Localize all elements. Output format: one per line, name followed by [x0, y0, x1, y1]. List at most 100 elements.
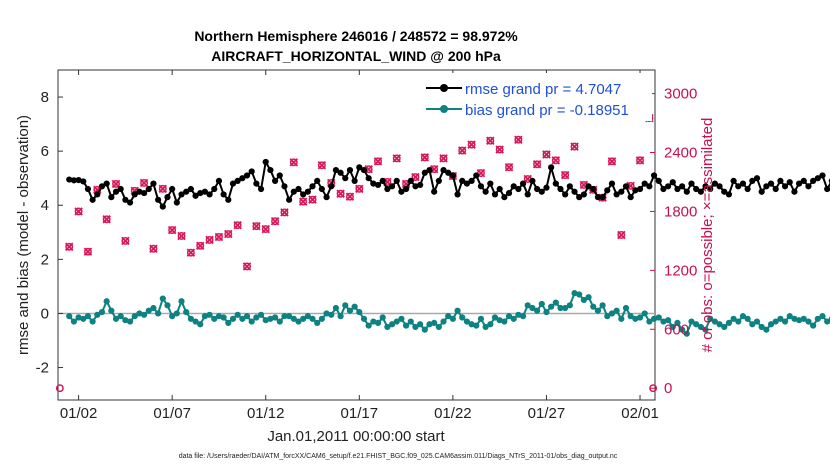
- bias-point: [721, 323, 728, 331]
- obs-possible-point: [542, 150, 551, 159]
- obs-assimilated-point: [298, 197, 308, 206]
- obs-assimilated-point: [373, 157, 383, 166]
- bias-point: [594, 307, 602, 314]
- rmse-point: [201, 188, 209, 195]
- rmse-point: [749, 177, 756, 185]
- rmse-point: [276, 172, 283, 179]
- obs-assimilated-point: [158, 184, 168, 194]
- rmse-point: [220, 191, 227, 198]
- rmse-point: [796, 180, 803, 187]
- obs-possible-point: [617, 231, 626, 239]
- obs-assimilated-point: [139, 178, 149, 188]
- obs-assimilated-point: [186, 248, 196, 257]
- rmse-point: [753, 175, 761, 182]
- obs-possible-point: [252, 222, 261, 231]
- obs-assimilated-point: [233, 220, 242, 230]
- bias-point: [482, 323, 489, 331]
- rmse-point: [646, 183, 653, 190]
- bias-point: [309, 315, 316, 322]
- rmse-point: [730, 177, 737, 185]
- bias-point: [234, 311, 241, 318]
- bias-point: [487, 321, 494, 328]
- rmse-point: [608, 180, 616, 187]
- bias-point: [112, 315, 120, 322]
- rmse-point: [660, 185, 667, 193]
- bias-point: [711, 318, 718, 325]
- obs-assimilated-point: [242, 262, 252, 271]
- rmse-point: [800, 177, 807, 185]
- rmse-point: [758, 188, 765, 195]
- obs-count-series: [55, 113, 658, 393]
- rmse-point: [309, 183, 316, 190]
- obs-possible-point: [289, 158, 298, 167]
- bias-point: [421, 326, 428, 333]
- legend: rmse grand pr = 4.7047 bias grand pr = -…: [424, 73, 652, 121]
- rmse-point: [187, 185, 194, 193]
- bias-point: [529, 304, 536, 312]
- rmse-point: [566, 183, 573, 190]
- rmse-point: [178, 191, 185, 198]
- rmse-point: [477, 183, 485, 190]
- rmse-point: [169, 185, 176, 193]
- bias-point: [122, 317, 129, 324]
- chart-subtitle: AIRCRAFT_HORIZONTAL_WIND @ 200 hPa: [211, 48, 501, 64]
- bias-point: [505, 313, 513, 320]
- obs-assimilated-point: [261, 224, 270, 234]
- bias-point: [552, 299, 559, 306]
- obs-assimilated-point: [570, 142, 579, 151]
- bias-point: [814, 315, 821, 322]
- y-right-tick-label: 0: [664, 380, 672, 397]
- obs-assimilated-point: [542, 150, 551, 159]
- rmse-point: [702, 183, 709, 190]
- obs-possible-point: [420, 153, 429, 162]
- x-tick-label: 01/27: [528, 405, 566, 422]
- bias-point: [477, 315, 485, 322]
- bias-point: [562, 304, 569, 312]
- obs-possible-point: [551, 156, 560, 165]
- bias-point: [178, 298, 185, 305]
- obs-possible-point: [177, 232, 186, 240]
- obs-possible-point: [570, 142, 579, 151]
- rmse-point: [711, 180, 718, 187]
- rmse-point: [669, 179, 676, 186]
- rmse-point: [594, 194, 602, 201]
- bias-point: [777, 315, 784, 322]
- rmse-point: [136, 188, 143, 195]
- x-tick-label: 01/07: [153, 405, 191, 422]
- bias-point: [332, 304, 340, 312]
- bias-point: [763, 326, 770, 333]
- rmse-point: [548, 164, 555, 171]
- bias-point: [98, 308, 106, 316]
- bias-point: [449, 315, 456, 322]
- obs-possible-point: [514, 135, 523, 144]
- bias-point: [370, 318, 377, 325]
- bias-point: [585, 294, 592, 301]
- rmse-point: [622, 183, 630, 190]
- rmse-point: [379, 177, 386, 185]
- rmse-point: [412, 183, 419, 190]
- bias-point: [725, 319, 733, 327]
- bias-point: [253, 314, 260, 321]
- rmse-point: [426, 166, 433, 174]
- obs-possible-point: [243, 262, 251, 271]
- bias-point: [819, 313, 826, 320]
- bias-point: [300, 315, 307, 322]
- x-tick-label: 01/12: [247, 405, 285, 422]
- rmse-point: [744, 185, 751, 193]
- bias-point: [356, 308, 363, 316]
- rmse-point: [215, 177, 223, 185]
- rmse-point: [80, 178, 87, 185]
- bias-point: [225, 319, 232, 327]
- rmse-point: [505, 189, 513, 197]
- bias-point: [800, 315, 807, 322]
- bias-point: [342, 302, 349, 309]
- bias-point: [730, 315, 737, 322]
- rmse-point: [735, 183, 742, 190]
- obs-possible-point: [168, 226, 177, 235]
- rmse-point: [777, 177, 784, 185]
- rmse-point: [576, 194, 583, 201]
- rmse-point: [173, 199, 180, 206]
- obs-possible-point: [317, 161, 326, 170]
- bias-point: [239, 315, 246, 322]
